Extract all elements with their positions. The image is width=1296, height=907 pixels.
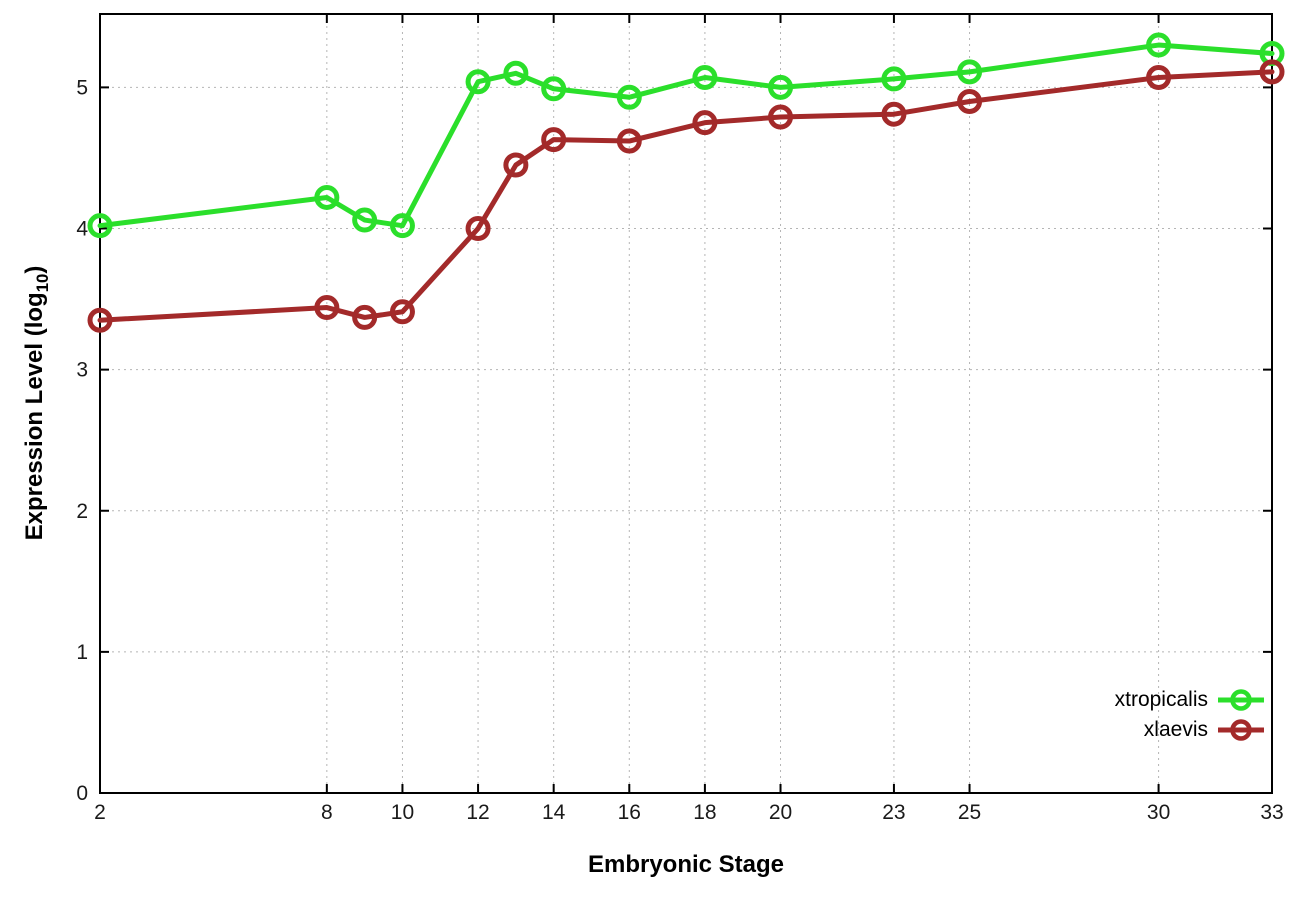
data-point-xlaevis <box>87 307 113 333</box>
data-point-xlaevis <box>541 127 567 153</box>
x-tick-label: 12 <box>466 801 489 824</box>
y-axis-title-subscript: 10 <box>32 273 52 293</box>
y-tick-label: 5 <box>76 76 88 99</box>
x-tick-label: 30 <box>1147 801 1170 824</box>
data-point-xtropicalis <box>541 76 567 102</box>
data-point-xlaevis <box>692 110 718 136</box>
data-point-xtropicalis <box>616 84 642 110</box>
data-point-xlaevis <box>352 304 378 330</box>
data-point-xtropicalis <box>768 74 794 100</box>
y-tick-label: 1 <box>76 641 88 664</box>
line-marker-sample-icon <box>1218 689 1264 711</box>
y-tick-label: 4 <box>76 218 88 241</box>
data-point-xlaevis <box>1259 59 1285 85</box>
data-point-xlaevis <box>768 104 794 130</box>
data-point-xlaevis <box>314 295 340 321</box>
y-tick-label: 0 <box>76 782 88 805</box>
data-point-xtropicalis <box>1146 32 1172 58</box>
legend-label-xtropicalis: xtropicalis <box>1114 688 1208 711</box>
data-point-xlaevis <box>389 299 415 325</box>
data-point-xtropicalis <box>503 60 529 86</box>
series-line-xlaevis <box>97 69 1275 323</box>
data-point-xlaevis <box>881 101 907 127</box>
data-point-xtropicalis <box>389 213 415 239</box>
legend-item-xtropicalis: xtropicalis <box>1115 687 1265 713</box>
legend-item-xlaevis: xlaevis <box>1144 717 1265 743</box>
legend: xtropicalis xlaevis <box>1115 687 1265 743</box>
x-tick-label: 10 <box>391 801 414 824</box>
x-tick-label: 23 <box>882 801 905 824</box>
data-point-xtropicalis <box>314 184 340 210</box>
data-point-xlaevis <box>465 216 491 242</box>
data-point-xtropicalis <box>465 69 491 95</box>
y-tick-label: 3 <box>76 359 88 382</box>
data-point-xtropicalis <box>87 213 113 239</box>
plot-border <box>99 13 1273 794</box>
data-point-xtropicalis <box>692 65 718 91</box>
x-tick-label: 33 <box>1260 801 1283 824</box>
line-marker-sample-icon <box>1218 719 1264 741</box>
x-tick-label: 20 <box>769 801 792 824</box>
x-axis-title: Embryonic Stage <box>587 851 785 878</box>
legend-label-xlaevis: xlaevis <box>1143 718 1208 741</box>
data-point-xtropicalis <box>352 207 378 233</box>
x-tick-label: 18 <box>693 801 716 824</box>
x-tick-label: 25 <box>958 801 981 824</box>
data-point-xlaevis <box>616 128 642 154</box>
x-tick-label: 16 <box>618 801 641 824</box>
y-axis-title: Expression Level (log10) <box>21 266 53 541</box>
x-tick-label: 8 <box>321 801 333 824</box>
x-tick-label: 2 <box>94 801 106 824</box>
x-tick-label: 14 <box>542 801 566 824</box>
data-point-xtropicalis <box>881 66 907 92</box>
data-point-xlaevis <box>957 88 983 114</box>
data-point-xtropicalis <box>957 59 983 85</box>
y-axis-title-text-end: ) <box>21 265 49 274</box>
y-tick-label: 2 <box>76 500 88 523</box>
series-line-xtropicalis <box>97 42 1275 229</box>
data-point-xlaevis <box>503 152 529 178</box>
data-point-xlaevis <box>1146 65 1172 91</box>
y-axis-title-text: Expression Level (log <box>21 292 49 541</box>
